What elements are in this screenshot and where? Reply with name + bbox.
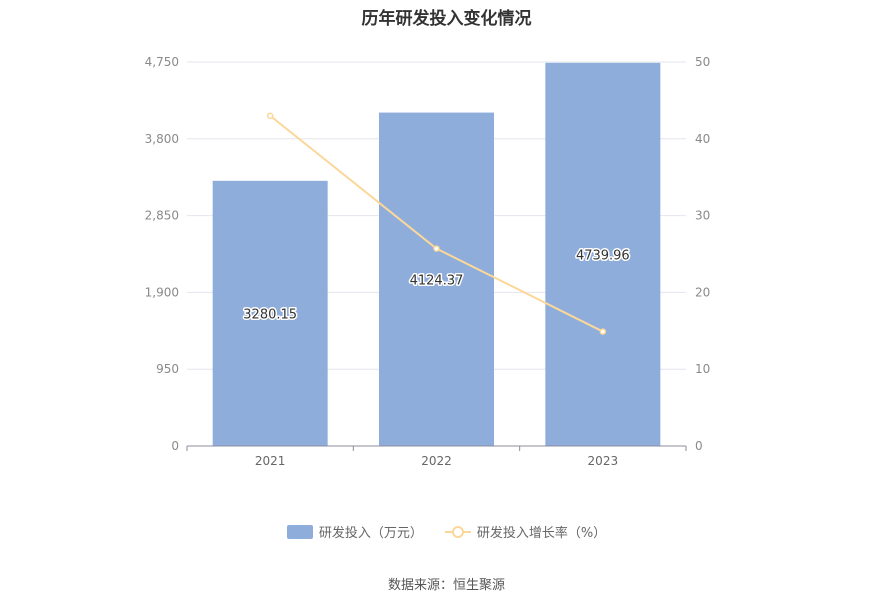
y-right-tick-label: 40	[695, 132, 710, 146]
legend-swatch-bar	[286, 524, 313, 539]
x-tick-label: 2023	[588, 454, 619, 468]
y-left-tick-label: 4,750	[145, 55, 179, 69]
x-axis: 2021 2022 2023	[186, 445, 687, 468]
y-right-tick-label: 30	[695, 209, 710, 223]
line-point	[433, 245, 440, 252]
legend-item-growth-rate[interactable]: 研发投入增长率（%）	[444, 522, 607, 541]
line-series	[266, 112, 607, 335]
line-point	[599, 328, 607, 335]
bar	[545, 62, 661, 447]
y-right-tick-label: 20	[695, 285, 710, 299]
line-point	[266, 112, 274, 120]
y-right-tick-label: 10	[695, 362, 710, 376]
y-left-tick-label: 950	[156, 362, 179, 376]
bar-series	[212, 62, 661, 447]
chart-title: 历年研发投入变化情况	[361, 9, 532, 29]
y-right-tick-label: 0	[695, 439, 703, 453]
bar	[379, 112, 494, 447]
legend-item-rd-investment[interactable]: 研发投入（万元）	[286, 522, 423, 541]
y-left-tick-label: 2,850	[145, 209, 179, 223]
y-axis-left: 0 950 1,900 2,850 3,800 4,750	[145, 55, 179, 453]
y-axis-right: 0 10 20 30 40 50	[695, 55, 710, 453]
legend: 研发投入（万元） 研发投入增长率（%）	[0, 522, 893, 541]
bar	[212, 180, 328, 446]
y-left-tick-label: 3,800	[145, 132, 179, 146]
data-labels: 3280.15 4124.37 4739.96	[242, 247, 631, 324]
bar-data-label: 4739.96	[576, 248, 630, 263]
y-left-tick-label: 0	[171, 439, 179, 453]
legend-swatch-line	[444, 525, 471, 539]
data-source: 数据来源：恒生聚源	[387, 578, 505, 593]
bar-data-label: 4124.37	[410, 273, 464, 288]
y-right-tick-label: 50	[695, 55, 710, 69]
bar-data-label: 3280.15	[243, 307, 297, 322]
x-tick-label: 2021	[255, 454, 286, 468]
legend-label-rd-investment: 研发投入（万元）	[318, 526, 423, 541]
x-tick-label: 2022	[421, 454, 452, 468]
y-left-tick-label: 1,900	[145, 285, 179, 299]
legend-label-growth-rate: 研发投入增长率（%）	[476, 526, 607, 541]
